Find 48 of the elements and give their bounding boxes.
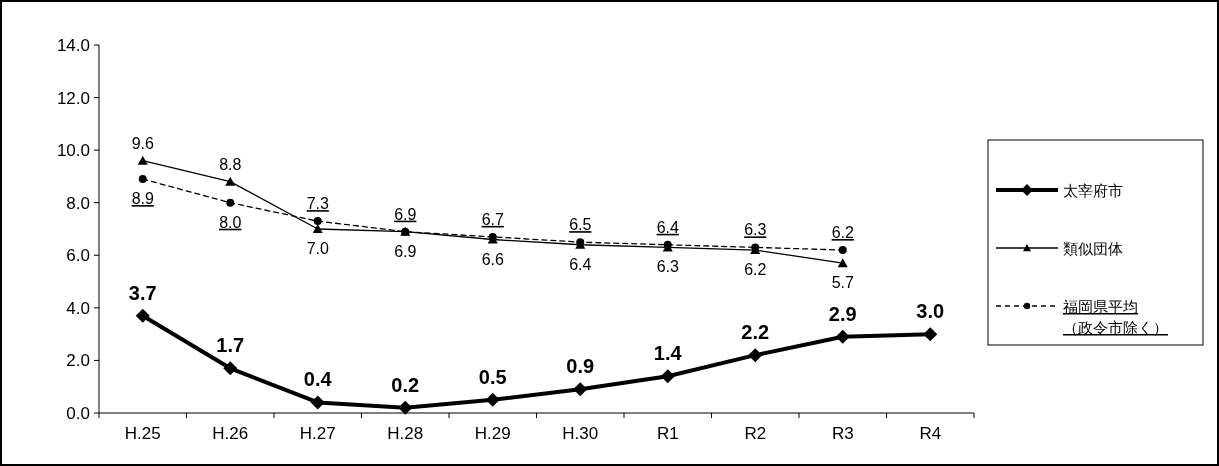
data-label: 1.7 xyxy=(216,334,245,357)
data-label: 0.5 xyxy=(478,365,507,388)
data-label: 6.3 xyxy=(656,258,679,276)
data-label: 2.9 xyxy=(828,302,857,325)
data-label: 6.4 xyxy=(656,218,679,236)
data-label: 6.6 xyxy=(481,250,504,268)
data-label: 0.9 xyxy=(566,355,595,378)
y-tick-label: 10.0 xyxy=(56,141,90,161)
data-label: 6.9 xyxy=(394,205,417,223)
data-label: 0.2 xyxy=(391,373,420,396)
x-tick-label: R4 xyxy=(919,424,942,443)
data-label: 0.4 xyxy=(303,368,333,391)
x-tick-label: H.30 xyxy=(562,424,599,443)
x-tick-label: H.26 xyxy=(212,424,249,443)
x-tick-label: H.29 xyxy=(474,424,511,443)
legend-label: 太宰府市 xyxy=(1063,182,1123,199)
data-label: 8.0 xyxy=(219,213,242,231)
data-label: 6.2 xyxy=(744,261,767,279)
x-tick-label: H.25 xyxy=(124,424,161,443)
data-label: 8.8 xyxy=(219,155,242,173)
data-label: 3.7 xyxy=(128,281,157,304)
data-label: 8.9 xyxy=(131,190,154,208)
x-tick-label: H.28 xyxy=(387,424,424,443)
data-label: 3.0 xyxy=(916,300,945,323)
x-tick-label: R1 xyxy=(656,424,679,443)
data-label: 5.7 xyxy=(831,274,854,292)
data-label: 6.2 xyxy=(831,224,854,242)
data-label: 6.5 xyxy=(569,216,592,234)
y-tick-label: 4.0 xyxy=(66,298,90,318)
data-label: 2.2 xyxy=(741,321,770,344)
data-label: 9.6 xyxy=(131,134,154,152)
data-label: 1.4 xyxy=(653,342,683,365)
data-label: 6.7 xyxy=(481,210,504,228)
y-tick-label: 6.0 xyxy=(66,246,90,266)
data-label: 6.4 xyxy=(569,255,592,273)
x-tick-label: H.27 xyxy=(299,424,336,443)
data-label: 6.3 xyxy=(744,221,767,239)
data-label: 7.3 xyxy=(306,195,329,213)
y-tick-label: 12.0 xyxy=(56,88,90,108)
y-tick-label: 8.0 xyxy=(66,193,90,213)
data-label: 7.0 xyxy=(306,240,329,257)
y-tick-label: 2.0 xyxy=(66,351,90,371)
x-tick-label: R2 xyxy=(744,424,767,443)
legend-label: 類似団体 xyxy=(1063,240,1123,257)
x-tick-label: R3 xyxy=(831,424,854,443)
y-tick-label: 14.0 xyxy=(56,36,90,55)
y-tick-label: 0.0 xyxy=(66,404,90,423)
data-label: 6.9 xyxy=(394,242,417,260)
